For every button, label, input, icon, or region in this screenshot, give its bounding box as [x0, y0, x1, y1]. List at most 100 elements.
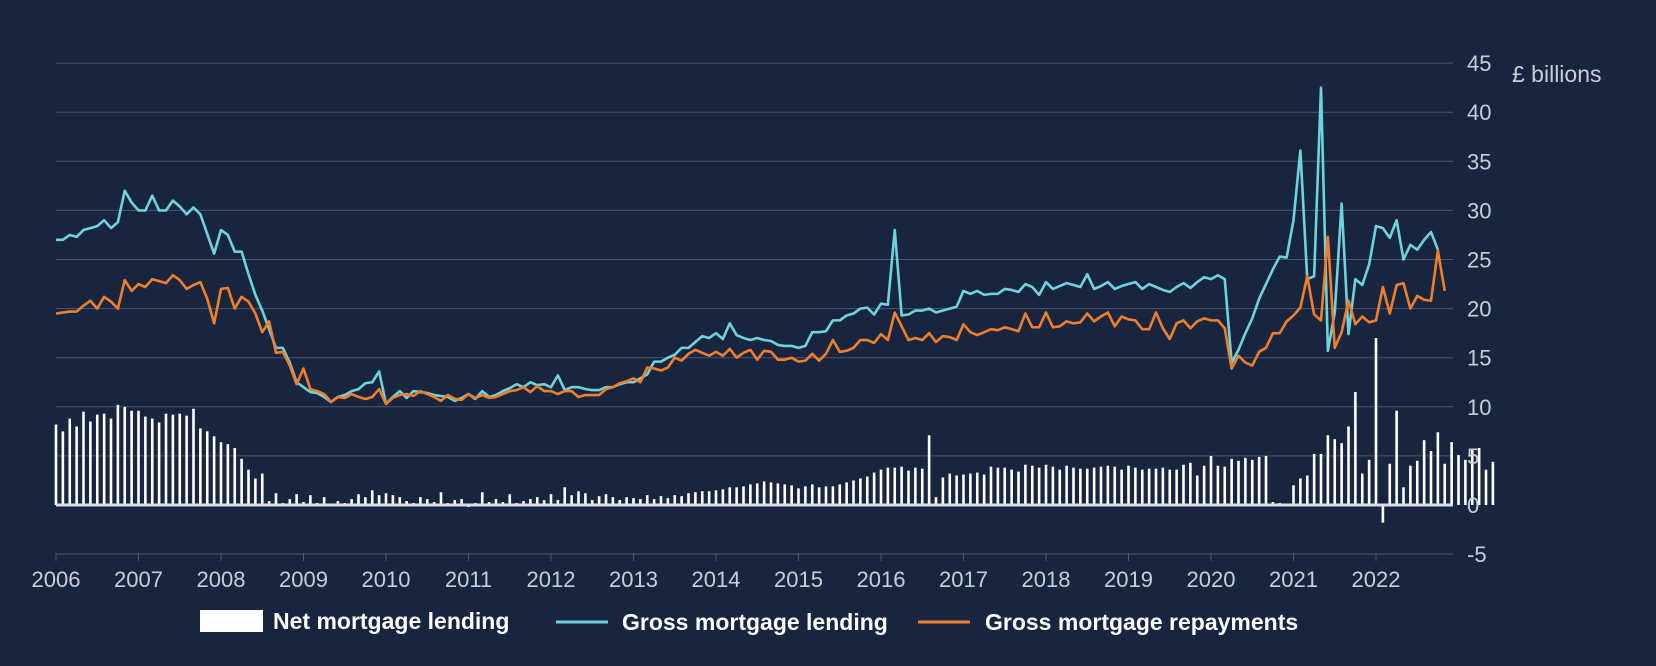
net-lending-bar: [1299, 478, 1302, 505]
net-lending-bar: [95, 414, 99, 505]
net-lending-bar: [192, 408, 195, 505]
net-lending-bar: [927, 435, 931, 505]
net-lending-bar: [590, 500, 594, 505]
net-lending-bar: [123, 406, 127, 505]
gridlines: [56, 62, 1453, 555]
net-lending-bar: [398, 497, 402, 505]
net-lending-bar: [1457, 454, 1460, 505]
net-lending-bar: [405, 501, 408, 505]
net-lending-bar: [1161, 467, 1165, 505]
x-tick-label: 2015: [774, 567, 823, 592]
net-lending-bar: [267, 501, 271, 505]
net-lending-bar: [1415, 460, 1419, 505]
net-lending-bar: [212, 436, 216, 505]
net-lending-bar: [1264, 455, 1268, 505]
net-lending-bar: [150, 418, 154, 505]
net-lending-bar: [1436, 432, 1440, 505]
net-lending-bar: [920, 468, 924, 505]
net-lending-bar: [1044, 464, 1048, 505]
x-tick-label: 2019: [1104, 567, 1153, 592]
net-lending-bar: [295, 494, 298, 505]
net-lending-bar: [1030, 465, 1034, 505]
net-lending-bar: [886, 467, 890, 505]
net-lending-bar: [714, 490, 718, 505]
x-tick-label: 2016: [857, 567, 906, 592]
net-lending-bar: [1113, 466, 1117, 505]
x-tick-label: 2014: [692, 567, 741, 592]
legend-label-gross-lending: Gross mortgage lending: [622, 609, 888, 635]
net-lending-bar: [1312, 453, 1316, 505]
net-lending-bar: [996, 467, 1000, 505]
net-lending-bar: [1003, 467, 1007, 505]
net-lending-bar: [350, 499, 353, 505]
legend-label-gross-repayments: Gross mortgage repayments: [985, 609, 1298, 635]
net-lending-bar: [728, 487, 732, 505]
net-lending-bar: [1106, 465, 1110, 505]
axes: -5 0 5 10 15 20 25 30 35 40 45 2006 2007 2008 2009 2010…: [32, 51, 1492, 592]
net-lending-bar: [604, 494, 608, 505]
net-lending-bar: [1443, 463, 1447, 505]
net-lending-bar: [157, 422, 161, 505]
net-lending-bar: [260, 473, 264, 505]
net-lending-bar: [1292, 485, 1295, 505]
net-lending-bar: [439, 492, 443, 505]
net-lending-bar: [1065, 465, 1068, 505]
legend-label-net: Net mortgage lending: [273, 608, 509, 634]
net-lending-bar: [336, 501, 340, 505]
net-lending-bar: [934, 497, 938, 505]
net-lending-bar: [1305, 475, 1309, 505]
y-tick-label: 45: [1467, 51, 1491, 76]
net-lending-bar: [597, 496, 601, 505]
y-tick-label: 40: [1467, 100, 1491, 125]
net-lending-bar: [797, 488, 800, 505]
net-lending-bar: [116, 404, 120, 505]
net-lending-bar: [1223, 466, 1227, 505]
net-lending-bar: [233, 448, 237, 505]
net-lending-bar: [89, 421, 92, 505]
net-lending-bar: [687, 493, 690, 505]
y-tick-label: 10: [1467, 395, 1491, 420]
net-lending-bar: [1216, 465, 1220, 505]
net-lending-bar: [529, 499, 532, 505]
net-lending-bar: [254, 478, 257, 505]
net-lending-bar: [955, 475, 958, 505]
net-lending-bar: [1085, 468, 1089, 505]
net-lending-bar: [776, 483, 780, 505]
net-lending-bar: [872, 472, 876, 505]
net-lending-bar: [700, 491, 704, 505]
y-axis-unit-label: £ billions: [1512, 61, 1602, 87]
net-lending-bar: [1340, 443, 1343, 505]
net-lending-bar: [1099, 466, 1103, 505]
net-lending-bar: [859, 478, 862, 505]
net-lending-bar: [1092, 467, 1096, 505]
net-lending-bar: [370, 490, 374, 505]
x-tick-label: 2012: [527, 567, 576, 592]
net-lending-bar: [205, 431, 209, 505]
y-tick-label: 30: [1467, 198, 1491, 223]
gross-repayments-line: [55, 235, 1447, 406]
net-lending-bar: [54, 424, 58, 505]
net-lending-bar: [982, 474, 986, 505]
net-lending-bar: [1120, 469, 1123, 505]
net-lending-bar: [164, 413, 168, 505]
net-lending-bar: [1347, 426, 1350, 505]
net-lending-bar: [659, 496, 663, 505]
net-lending-bar: [639, 499, 642, 505]
net-lending-bar: [865, 476, 869, 505]
net-lending-bar: [322, 497, 326, 505]
net-lending-bar: [1367, 459, 1371, 505]
net-lending-bar: [824, 486, 828, 505]
net-lending-bar: [1360, 473, 1364, 505]
x-tick-label: 2017: [939, 567, 988, 592]
net-lending-bar: [288, 499, 292, 505]
net-lending-bar: [742, 486, 745, 505]
net-lending-bar: [1244, 457, 1247, 505]
net-lending-bar: [673, 495, 677, 505]
gross-lines: [55, 86, 1447, 406]
net-lending-bar: [1477, 448, 1481, 505]
y-tick-label: 25: [1467, 248, 1491, 273]
net-lending-bar: [577, 491, 580, 505]
net-lending-bar: [1010, 469, 1013, 505]
